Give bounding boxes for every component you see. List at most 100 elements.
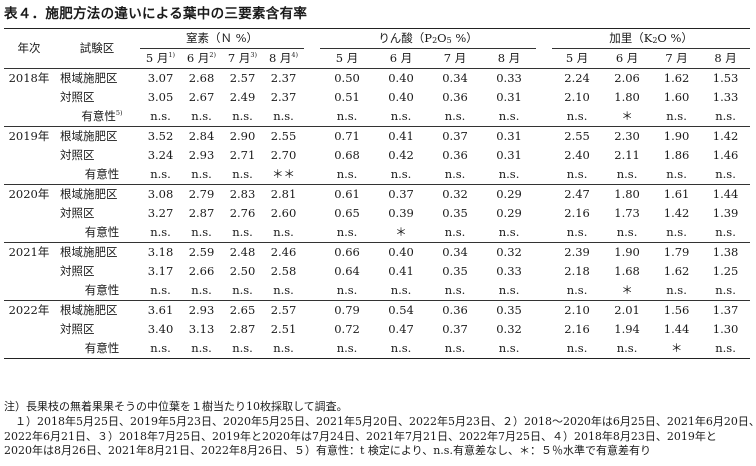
- potassium-value: 2.18: [564, 264, 590, 278]
- header-phosphate: りん酸（P2O5 %）: [320, 28, 537, 49]
- significance-label: 有意性: [84, 225, 120, 239]
- significance-value: n.s.: [602, 339, 653, 359]
- plot-label: 根域施肥区: [54, 242, 140, 262]
- significance-value: n.s.: [150, 167, 171, 181]
- nitrogen-value: 2.46: [263, 242, 305, 262]
- significance-value: n.s.: [232, 283, 253, 297]
- potassium-value: 2.06: [602, 68, 653, 88]
- year-label: 2021年: [4, 242, 54, 262]
- potassium-value: 2.16: [564, 322, 590, 336]
- significance-value: ＊: [652, 339, 702, 359]
- table-row: 2022年 根域施肥区 3.61 2.93 2.65 2.57 0.79 0.54 0.36 0.…: [4, 300, 751, 320]
- significance-value: n.s.: [191, 167, 212, 181]
- significance-value: n.s.: [482, 339, 537, 359]
- month-header: 6 月2): [186, 51, 217, 65]
- significance-value: n.s.: [150, 225, 171, 239]
- month-header: 7 月: [665, 51, 688, 65]
- table-row: 2019年 根域施肥区 3.52 2.84 2.90 2.55 0.71 0.41 0.37 0.…: [4, 126, 751, 146]
- phosphate-value: 0.68: [334, 148, 360, 162]
- nitrogen-value: 2.51: [270, 322, 297, 336]
- significance-value: n.s.: [232, 109, 253, 123]
- phosphate-value: 0.29: [496, 206, 522, 220]
- potassium-value: 1.94: [614, 322, 640, 336]
- nitrogen-value: 2.50: [229, 264, 256, 278]
- nitrogen-value: 3.07: [140, 68, 181, 88]
- phosphate-value: 0.51: [334, 90, 360, 104]
- nitrogen-value: 2.67: [188, 90, 215, 104]
- significance-label: 有意性: [54, 339, 140, 359]
- significance-value: n.s.: [498, 283, 520, 297]
- potassium-value: 1.90: [602, 242, 653, 262]
- footnote-line: 2022年6月21日、３）2018年7月25日、2019年と2020年は7月24…: [4, 429, 717, 443]
- potassium-value: 2.55: [552, 126, 603, 146]
- phosphate-value: 0.34: [428, 242, 483, 262]
- nitrogen-value: 2.65: [222, 300, 263, 320]
- nitrogen-value: 2.49: [229, 90, 256, 104]
- potassium-value: 1.46: [712, 148, 739, 162]
- nitrogen-value: 3.08: [140, 184, 181, 204]
- plot-label: 対照区: [60, 90, 95, 104]
- plot-label: 対照区: [60, 264, 95, 278]
- plot-label: 根域施肥区: [54, 68, 140, 88]
- month-header: 7 月: [443, 51, 467, 65]
- potassium-value: 1.79: [652, 242, 702, 262]
- significance-value: ＊: [395, 225, 407, 239]
- nutrient-table: 年次 試験区 窒素（Ｎ %） りん酸（P2O5 %） 加里（K2O %） 5 月…: [4, 28, 751, 359]
- table-row: 対照区 3.24 2.93 2.71 2.70 0.68 0.42 0.36 0.31 2.40 2…: [4, 146, 750, 165]
- significance-value: n.s.: [444, 283, 466, 297]
- phosphate-value: 0.36: [428, 300, 483, 320]
- footnotes: 注）長果枝の無着果果そうの中位葉を１樹当たり10枚採取して調査。 １）2018年…: [4, 400, 756, 459]
- phosphate-value: 0.37: [374, 184, 429, 204]
- phosphate-value: 0.72: [334, 322, 360, 336]
- significance-value: n.s.: [566, 167, 588, 181]
- nitrogen-value: 2.83: [222, 184, 263, 204]
- plot-label: 対照区: [60, 206, 95, 220]
- phosphate-value: 0.39: [388, 206, 414, 220]
- table-body: 2018年 根域施肥区 3.07 2.68 2.57 2.37 0.50 0.40 0.34 0.…: [4, 68, 751, 359]
- significance-value: n.s.: [150, 109, 171, 123]
- potassium-value: 2.11: [614, 148, 640, 162]
- month-header: 7 月3): [227, 51, 258, 65]
- phosphate-value: 0.35: [482, 300, 537, 320]
- plot-label: 対照区: [60, 148, 95, 162]
- significance-value: n.s.: [566, 283, 588, 297]
- phosphate-value: 0.37: [428, 126, 483, 146]
- table-row: 2020年 根域施肥区 3.08 2.79 2.83 2.81 0.61 0.37 0.32 0.…: [4, 184, 751, 204]
- significance-value: n.s.: [498, 225, 520, 239]
- phosphate-value: 0.33: [496, 264, 522, 278]
- phosphate-value: 0.42: [388, 148, 414, 162]
- significance-value: n.s.: [552, 339, 603, 359]
- potassium-value: 1.44: [663, 322, 690, 336]
- phosphate-value: 0.35: [442, 264, 468, 278]
- month-header: 5 月: [565, 51, 589, 65]
- significance-value: n.s.: [666, 225, 687, 239]
- phosphate-value: 0.37: [442, 322, 468, 336]
- potassium-value: 1.37: [701, 300, 751, 320]
- nitrogen-value: 3.52: [140, 126, 181, 146]
- nitrogen-value: 2.37: [263, 68, 305, 88]
- phosphate-value: 0.64: [334, 264, 360, 278]
- month-header: 5 月: [335, 51, 359, 65]
- significance-value: n.s.: [232, 167, 253, 181]
- year-label: 2022年: [4, 300, 54, 320]
- table-row: 2021年 根域施肥区 3.18 2.59 2.48 2.46 0.66 0.40 0.34 0.…: [4, 242, 751, 262]
- significance-value: ＊＊: [272, 167, 296, 181]
- significance-value: n.s.: [616, 225, 638, 239]
- phosphate-value: 0.36: [442, 90, 468, 104]
- phosphate-value: 0.40: [388, 90, 414, 104]
- phosphate-value: 0.79: [320, 300, 375, 320]
- nitrogen-value: 2.79: [181, 184, 222, 204]
- significance-row: 有意性 n.s. n.s. n.s. n.s. n.s. n.s. n.s. n.s. n.s. ＊…: [4, 281, 750, 301]
- potassium-value: 1.62: [652, 68, 702, 88]
- potassium-value: 1.53: [701, 68, 751, 88]
- footnote-line: 2020年は8月26日、2021年8月21日、2022年8月26日、５）有意性：…: [4, 444, 651, 458]
- header-year: 年次: [4, 28, 54, 69]
- significance-value: n.s.: [428, 339, 483, 359]
- phosphate-value: 0.41: [374, 126, 429, 146]
- potassium-value: 1.86: [663, 148, 690, 162]
- nitrogen-value: 2.58: [270, 264, 297, 278]
- potassium-value: 2.16: [564, 206, 590, 220]
- potassium-value: 1.39: [712, 206, 739, 220]
- phosphate-value: 0.54: [374, 300, 429, 320]
- nitrogen-value: 2.76: [229, 206, 256, 220]
